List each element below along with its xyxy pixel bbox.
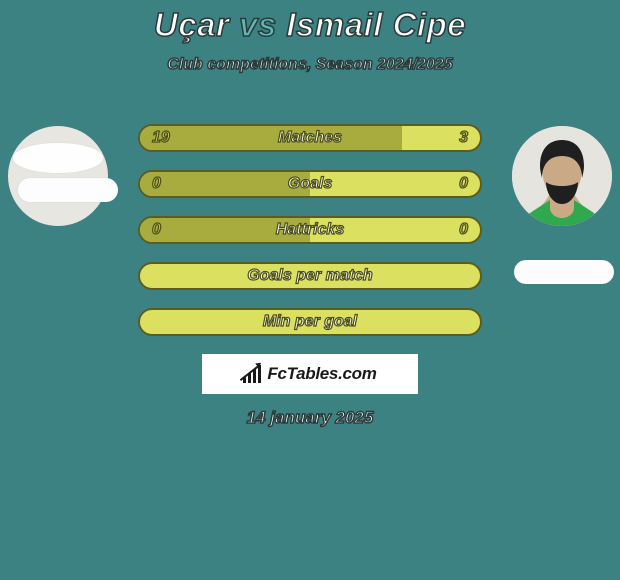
avatar-player-a bbox=[8, 126, 108, 226]
source-logo: FcTables.com bbox=[202, 354, 418, 394]
stat-bar-label: Min per goal bbox=[140, 310, 480, 334]
name-pill-player-b bbox=[514, 260, 614, 284]
stat-bars: Matches193Goals00Hattricks00Goals per ma… bbox=[138, 124, 482, 354]
stat-bar-label: Goals per match bbox=[140, 264, 480, 288]
stat-bar-value-right: 0 bbox=[459, 218, 468, 242]
stat-bar-label: Goals bbox=[140, 172, 480, 196]
stat-bar-row: Hattricks0 0 bbox=[138, 216, 482, 244]
avatar-player-b bbox=[512, 126, 612, 226]
avatar-player-b-image bbox=[512, 126, 612, 226]
title-player-b: Ismail Cipe bbox=[286, 6, 466, 43]
stat-bar-row: Goals per match bbox=[138, 262, 482, 290]
logo-bars-icon bbox=[243, 365, 261, 383]
stat-bar-value-right: 3 bbox=[459, 126, 468, 150]
stat-bar-value-left: 0 bbox=[152, 218, 161, 242]
stat-bar-value-left: 0 bbox=[152, 172, 161, 196]
page-title: Uçar vs Ismail Cipe bbox=[0, 0, 620, 44]
stat-bar-label: Matches bbox=[140, 126, 480, 150]
title-player-a: Uçar bbox=[154, 6, 229, 43]
subtitle: Club competitions, Season 2024/2025 bbox=[0, 56, 620, 74]
date-label: 14 january 2025 bbox=[0, 408, 620, 428]
comparison-infographic: Uçar vs Ismail Cipe Club competitions, S… bbox=[0, 0, 620, 580]
avatar-placeholder-icon bbox=[13, 143, 103, 173]
name-pill-player-a bbox=[18, 178, 118, 202]
stat-bar-value-left: 19 bbox=[152, 126, 170, 150]
stat-bar-label: Hattricks bbox=[140, 218, 480, 242]
logo-text: FcTables.com bbox=[267, 364, 376, 384]
title-vs: vs bbox=[239, 6, 277, 43]
stat-bar-value-right: 0 bbox=[459, 172, 468, 196]
stat-bar-row: Matches19 3 bbox=[138, 124, 482, 152]
stat-bar-row: Goals0 0 bbox=[138, 170, 482, 198]
stat-bar-row: Min per goal bbox=[138, 308, 482, 336]
